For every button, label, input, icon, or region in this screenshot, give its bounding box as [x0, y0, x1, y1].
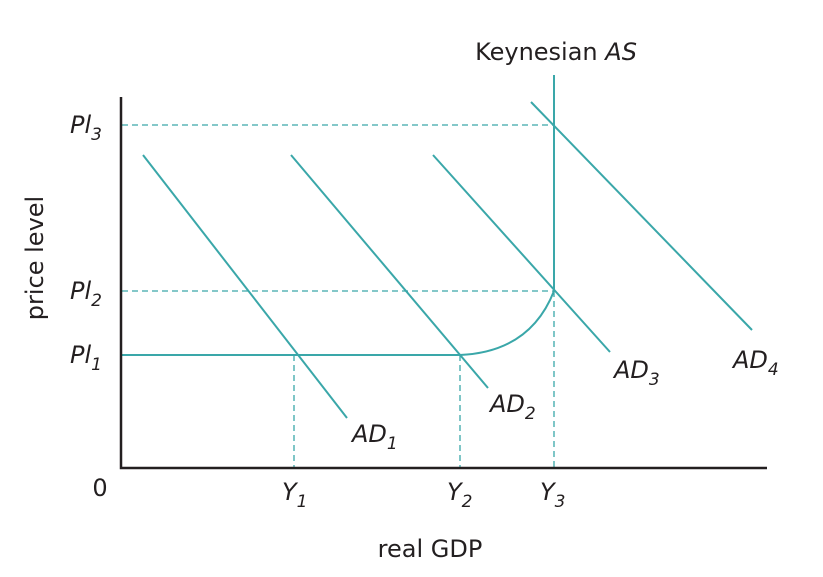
as-curve — [122, 75, 555, 356]
label-sub: 2 — [525, 404, 536, 424]
price-level-label: Pl3 — [70, 111, 102, 145]
ad-curve — [142, 154, 348, 419]
output-label: Y1 — [282, 478, 308, 512]
demand-label: AD3 — [612, 356, 660, 390]
label-sub: 4 — [768, 360, 779, 380]
label-base: Y — [447, 478, 464, 506]
price-level-label: Pl2 — [70, 277, 102, 311]
label-base: AD — [488, 390, 525, 418]
y-axis-label: price level — [21, 196, 49, 320]
x-axis-label: real GDP — [378, 535, 483, 563]
label-sub: 3 — [649, 370, 660, 390]
label-symbol: AS — [603, 38, 637, 66]
label-sub: 1 — [91, 355, 102, 375]
demand-label: AD1 — [350, 420, 398, 454]
label-base: Pl — [70, 341, 91, 369]
supply-label: Keynesian AS — [475, 38, 637, 66]
label-sub: 2 — [91, 291, 102, 311]
output-label: Y2 — [447, 478, 473, 512]
demand-label: AD4 — [731, 346, 779, 380]
axes — [119, 97, 767, 470]
label-sub: 3 — [555, 492, 566, 512]
label-base: Pl — [70, 277, 91, 305]
label-sub: 1 — [387, 434, 398, 454]
label-base: AD — [350, 420, 387, 448]
label-base: Y — [540, 478, 557, 506]
label-sub: 3 — [91, 125, 102, 145]
label-base: AD — [612, 356, 649, 384]
ad-curve — [290, 154, 489, 389]
label-sub: 1 — [297, 492, 308, 512]
label-base: Y — [282, 478, 299, 506]
origin-label: 0 — [92, 474, 107, 502]
label-sub: 2 — [462, 492, 473, 512]
ad-curve — [432, 154, 611, 353]
label-base: AD — [731, 346, 768, 374]
ad-curve — [530, 101, 753, 331]
label-prefix: Keynesian — [475, 38, 598, 66]
price-level-label: Pl1 — [70, 341, 102, 375]
demand-label: AD2 — [488, 390, 536, 424]
output-label: Y3 — [540, 478, 566, 512]
label-base: Pl — [70, 111, 91, 139]
